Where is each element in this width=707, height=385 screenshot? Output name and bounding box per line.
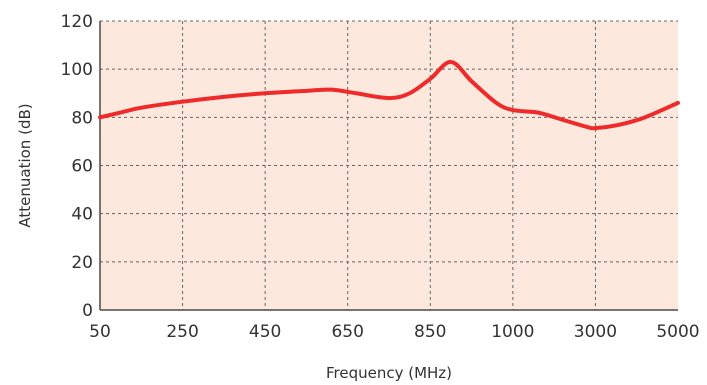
x-tick-label: 50 [89, 322, 111, 342]
y-tick-label: 100 [61, 60, 93, 80]
y-tick-label: 120 [61, 12, 93, 32]
x-tick-label: 5000 [656, 322, 699, 342]
y-tick-labels: 0 20 40 60 80 100 120 [61, 12, 93, 321]
series-line [98, 59, 680, 131]
series-group [98, 59, 680, 131]
x-tick-label: 650 [331, 322, 363, 342]
x-tick-label: 250 [166, 322, 198, 342]
x-tick-label: 850 [414, 322, 446, 342]
y-tick-label: 0 [82, 301, 93, 321]
x-tick-label: 450 [249, 322, 281, 342]
y-tick-label: 20 [71, 253, 93, 273]
grid-lines [100, 20, 678, 310]
y-tick-label: 80 [71, 108, 93, 128]
axes [99, 21, 678, 311]
y-tick-label: 40 [71, 205, 93, 225]
x-axis-title: Frequency (MHz) [326, 364, 452, 382]
y-axis-title: Attenuation (dB) [16, 103, 34, 227]
x-tick-labels: 50 250 450 650 850 1000 3000 5000 [89, 322, 699, 342]
y-tick-label: 60 [71, 157, 93, 177]
x-tick-label: 3000 [574, 322, 617, 342]
x-tick-label: 1000 [491, 322, 534, 342]
